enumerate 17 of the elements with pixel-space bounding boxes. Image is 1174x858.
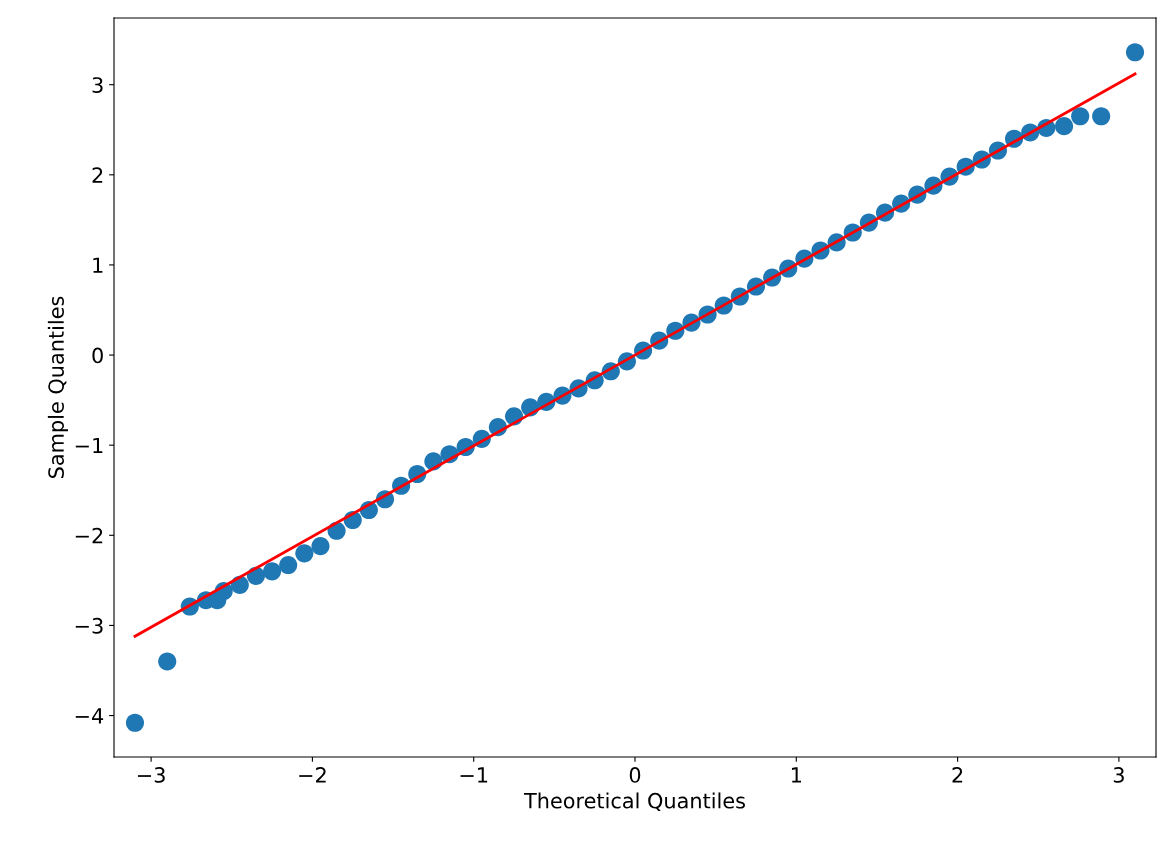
y-tick-label: −3	[75, 617, 103, 634]
x-tick-label: 0	[629, 767, 641, 783]
y-tick-label: 0	[92, 347, 103, 364]
y-tick-label: −4	[75, 708, 104, 724]
x-tick-label: −3	[137, 767, 165, 783]
y-tick-label: 1	[93, 257, 103, 273]
y-axis-title: Sample Quantiles	[47, 296, 69, 478]
x-axis-title: Theoretical Quantiles	[523, 792, 745, 811]
y-tick-label: 2	[92, 167, 103, 183]
y-tick-label: −1	[75, 437, 103, 454]
x-tick-label: −1	[460, 767, 488, 783]
y-tick-label: 3	[92, 77, 103, 93]
y-tick-label: −2	[75, 527, 103, 544]
x-tick-label: 2	[952, 767, 963, 783]
x-tick-label: 1	[791, 767, 801, 783]
x-tick-label: −2	[299, 767, 326, 783]
x-tick-label: 3	[1113, 767, 1124, 783]
